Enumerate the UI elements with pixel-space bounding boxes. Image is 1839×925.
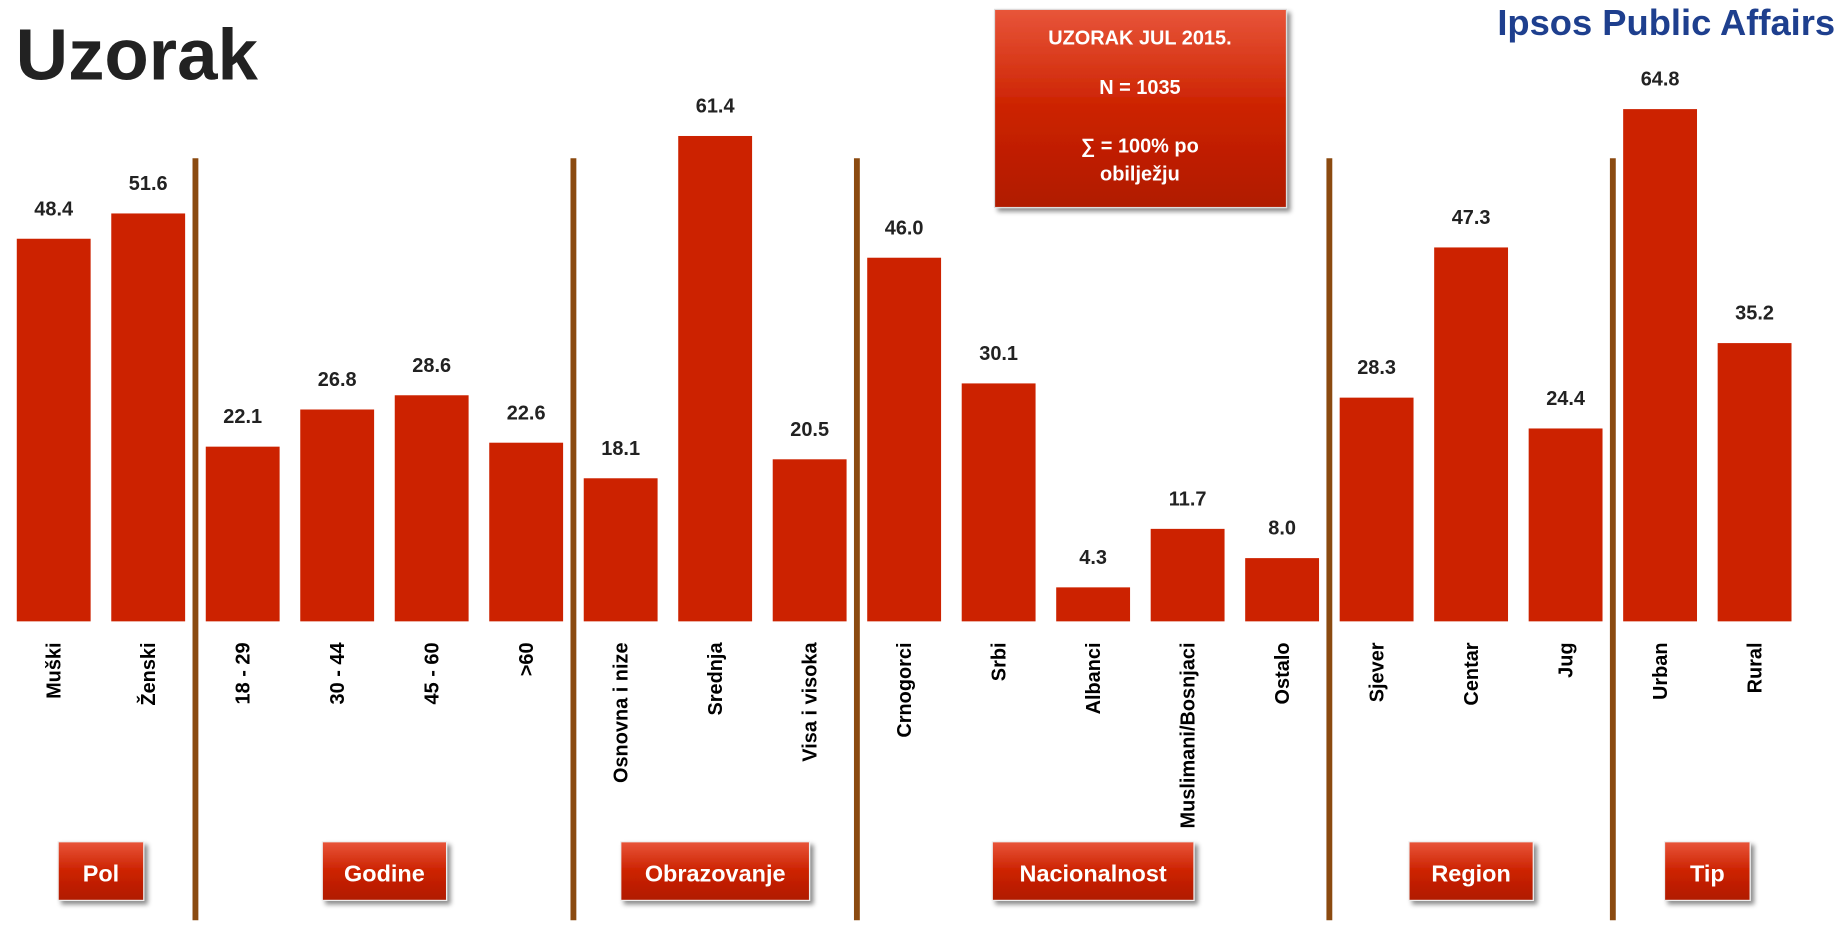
value-label: 11.7 — [1169, 488, 1207, 510]
group-label: Tip — [1690, 861, 1725, 887]
group-button — [1663, 841, 1751, 901]
category-label: Muslimani/Bosnjaci — [1178, 642, 1200, 828]
category-label: Ostalo — [1272, 642, 1294, 704]
info-text: UZORAK JUL 2015. — [1048, 28, 1231, 50]
category-label: 30 - 44 — [327, 642, 349, 704]
category-label: >60 — [516, 642, 538, 676]
category-label: 45 - 60 — [422, 642, 444, 704]
bar — [772, 459, 847, 622]
bar — [961, 383, 1036, 622]
value-label: 51.6 — [129, 173, 168, 195]
bar — [489, 442, 564, 622]
value-label: 24.4 — [1546, 388, 1585, 410]
value-label: 61.4 — [696, 96, 735, 118]
value-label: 46.0 — [885, 217, 924, 239]
bar — [1245, 558, 1320, 622]
bar — [205, 446, 280, 622]
bar — [1528, 428, 1603, 622]
value-label: 64.8 — [1641, 69, 1680, 91]
value-label: 22.6 — [507, 402, 546, 424]
group-button — [620, 841, 811, 901]
category-label: Urban — [1650, 642, 1672, 700]
value-label: 18.1 — [601, 438, 640, 460]
value-label: 8.0 — [1268, 518, 1296, 540]
bar — [1056, 587, 1131, 622]
bar — [1717, 343, 1792, 622]
category-label: Osnovna i nize — [611, 642, 633, 783]
bar — [1623, 109, 1698, 622]
category-label: Jug — [1556, 642, 1578, 677]
value-label: 4.3 — [1079, 547, 1107, 569]
bar — [1339, 397, 1414, 622]
bar — [394, 395, 469, 622]
bar — [583, 478, 658, 622]
bar — [1434, 247, 1509, 622]
category-label: 18 - 29 — [233, 642, 255, 704]
group-button — [1408, 841, 1534, 901]
value-label: 48.4 — [34, 198, 73, 220]
brand: Ipsos Public Affairs — [1497, 2, 1835, 43]
category-label: Albanci — [1083, 642, 1105, 714]
category-label: Rural — [1745, 642, 1767, 693]
category-label: Crnogorci — [894, 642, 916, 737]
category-label: Centar — [1461, 642, 1483, 705]
value-label: 47.3 — [1452, 207, 1491, 229]
value-label: 28.3 — [1357, 357, 1396, 379]
info-text: ∑ = 100% po obilježju — [1081, 135, 1199, 185]
category-label: Ženski — [136, 642, 160, 705]
category-label: Visa i visoka — [800, 642, 822, 762]
info-box — [993, 8, 1288, 209]
info-text: N = 1035 — [1099, 77, 1180, 99]
group-button — [321, 841, 448, 901]
category-label: Srbi — [989, 642, 1011, 681]
value-label: 22.1 — [223, 406, 262, 428]
category-label: Sjever — [1367, 642, 1389, 702]
bar — [678, 135, 753, 622]
bar — [1150, 528, 1225, 622]
category-label: Muški — [44, 642, 66, 698]
value-label: 26.8 — [318, 369, 357, 391]
bar — [300, 409, 375, 622]
value-label: 20.5 — [790, 419, 829, 441]
group-button — [57, 841, 145, 901]
group-label: Godine — [344, 861, 425, 887]
group-label: Obrazovanje — [645, 861, 786, 887]
group-label: Nacionalnost — [1020, 861, 1167, 887]
group-button — [991, 841, 1195, 901]
bar — [16, 238, 91, 622]
category-label: Srednja — [705, 642, 727, 716]
chart-title: Uzorak — [16, 15, 259, 96]
group-label: Region — [1431, 861, 1510, 887]
bar — [867, 257, 942, 622]
value-label: 30.1 — [979, 343, 1018, 365]
value-label: 28.6 — [412, 355, 451, 377]
value-label: 35.2 — [1735, 303, 1774, 325]
bar — [111, 213, 186, 622]
group-label: Pol — [83, 861, 119, 887]
